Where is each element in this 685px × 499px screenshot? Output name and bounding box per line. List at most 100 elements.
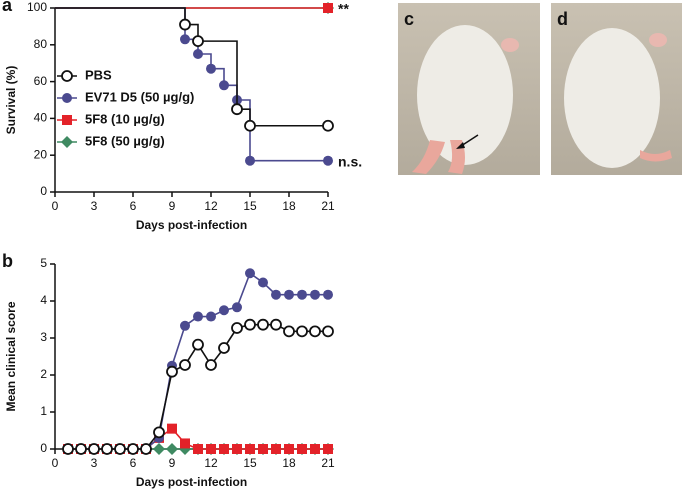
marker (62, 93, 72, 103)
legend-label: PBS (85, 67, 112, 82)
x-tick-label: 0 (52, 199, 59, 213)
marker (153, 426, 165, 439)
marker (284, 289, 294, 300)
y-axis-label: Survival (%) (4, 66, 18, 135)
marker (231, 322, 243, 334)
x-tick-label: 18 (282, 199, 296, 213)
marker (219, 80, 229, 91)
marker (245, 444, 255, 454)
marker (219, 305, 229, 316)
marker (180, 34, 190, 45)
marker (140, 443, 152, 455)
x-axis-label: Days post-infection (136, 218, 247, 232)
mouse-ear (501, 38, 519, 52)
marker (167, 423, 177, 434)
x-tick-label: 3 (91, 456, 98, 470)
marker (166, 365, 178, 378)
marker (193, 444, 203, 454)
mouse-leg (448, 140, 465, 174)
x-tick-label: 21 (321, 199, 335, 213)
marker (323, 3, 333, 13)
marker (114, 443, 126, 455)
marker (88, 443, 100, 455)
marker (193, 49, 203, 59)
marker (271, 444, 281, 454)
marker (322, 119, 334, 132)
annotation: n.s. (338, 153, 362, 169)
y-axis-label: Mean clinical score (4, 301, 18, 411)
mouse-body (564, 28, 660, 168)
mouse-leg (412, 140, 445, 174)
marker (258, 277, 268, 288)
marker (283, 325, 295, 338)
x-tick-label: 15 (243, 199, 257, 213)
marker (75, 443, 87, 455)
marker (101, 443, 113, 455)
marker (219, 444, 229, 454)
x-tick-label: 3 (91, 199, 98, 213)
marker (245, 155, 255, 166)
panel-label: d (557, 9, 568, 29)
x-tick-label: 9 (169, 199, 176, 213)
x-tick-label: 21 (321, 456, 335, 470)
y-tick-label: 0 (40, 184, 47, 198)
marker (297, 444, 307, 454)
marker (206, 311, 216, 322)
marker (310, 444, 320, 454)
marker (231, 103, 243, 116)
marker (310, 289, 320, 300)
x-tick-label: 0 (52, 456, 59, 470)
marker (206, 63, 216, 74)
marker (323, 444, 333, 454)
marker (218, 342, 230, 354)
marker (296, 325, 308, 338)
y-tick-label: 60 (34, 74, 48, 88)
marker (180, 320, 190, 331)
marker (258, 444, 268, 454)
marker (205, 359, 217, 371)
mouse-body (417, 25, 513, 165)
marker (232, 302, 242, 313)
marker (179, 359, 191, 371)
marker (244, 318, 256, 331)
x-tick-label: 6 (130, 456, 137, 470)
marker (180, 438, 190, 449)
marker (309, 325, 321, 338)
marker (62, 443, 74, 455)
marker (61, 136, 73, 148)
legend-label: 5F8 (10 µg/g) (85, 111, 165, 126)
panel-label: a (2, 0, 13, 15)
marker (284, 444, 294, 454)
marker (270, 318, 282, 331)
panel-label: c (404, 9, 414, 29)
x-tick-label: 6 (130, 199, 137, 213)
marker (153, 443, 165, 455)
marker (323, 289, 333, 300)
y-tick-label: 20 (34, 147, 48, 161)
y-tick-label: 80 (34, 37, 48, 51)
panel-label: b (2, 251, 13, 271)
y-tick-label: 0 (40, 441, 47, 455)
photo-d: d (551, 3, 682, 175)
legend-label: 5F8 (50 µg/g) (85, 133, 165, 148)
y-tick-label: 3 (40, 330, 47, 344)
mouse-foot (640, 150, 672, 162)
marker (192, 35, 204, 48)
y-tick-label: 1 (40, 404, 47, 418)
marker (244, 119, 256, 132)
arrow-head (456, 142, 465, 149)
marker (193, 311, 203, 322)
x-tick-label: 15 (243, 456, 257, 470)
series-line (55, 7, 328, 127)
legend-label: EV71 D5 (50 µg/g) (85, 89, 194, 104)
y-tick-label: 5 (40, 256, 47, 270)
x-tick-label: 12 (204, 199, 218, 213)
marker (206, 444, 216, 454)
annotation: ** (338, 1, 349, 17)
y-tick-label: 2 (40, 367, 47, 381)
marker (322, 325, 334, 338)
marker (192, 338, 204, 351)
photo-c: c (398, 3, 540, 175)
y-tick-label: 100 (27, 0, 47, 14)
